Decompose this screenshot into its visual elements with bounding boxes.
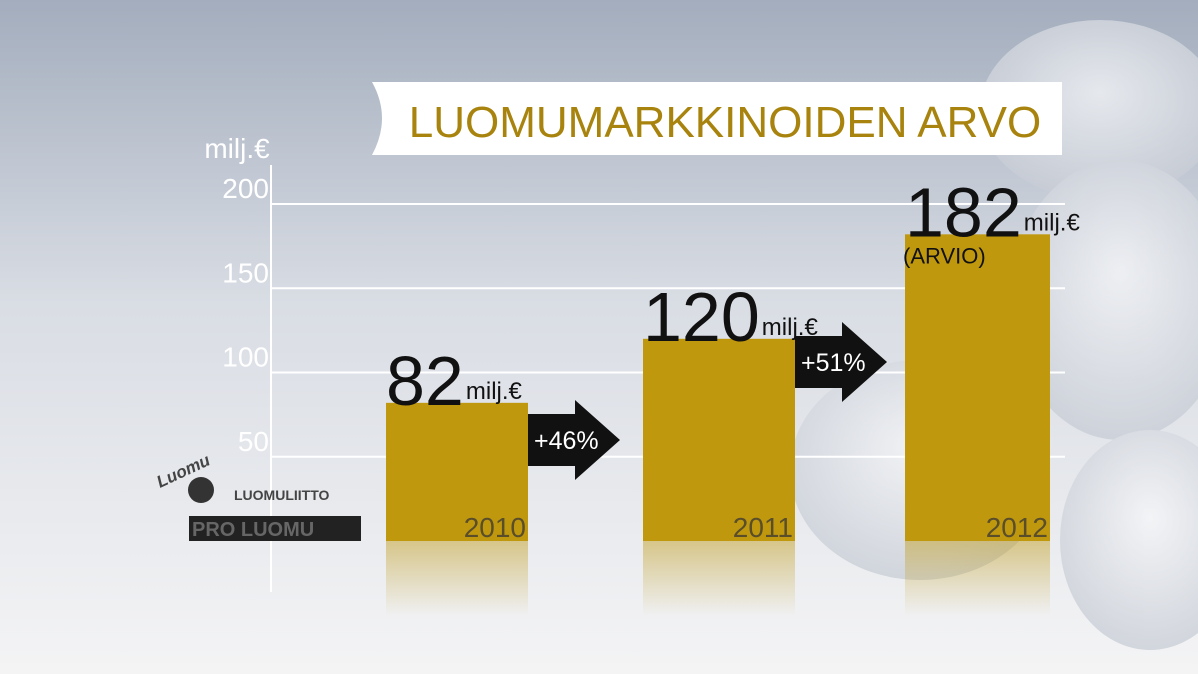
x-tick-label: 2010	[464, 512, 526, 543]
value-number: 82	[386, 342, 464, 420]
growth-label: +46%	[534, 427, 599, 455]
value-number: 182	[905, 173, 1022, 251]
annotation: (ARVIO)	[903, 243, 986, 268]
y-axis-label: milj.€	[204, 133, 270, 164]
y-tick-label: 150	[222, 257, 269, 288]
x-tick-label: 2012	[986, 512, 1048, 543]
growth-arrow	[528, 400, 620, 480]
value-unit: milj.€	[466, 378, 523, 405]
y-tick-label: 50	[238, 426, 269, 457]
logo-ladybug	[188, 477, 214, 503]
value-label: 82milj.€	[386, 342, 523, 420]
value-unit: milj.€	[1024, 209, 1081, 236]
logo-text: PRO LUOMU	[192, 519, 314, 541]
y-tick-label: 100	[222, 342, 269, 373]
growth-label: +51%	[801, 349, 866, 377]
logo-box	[189, 516, 361, 541]
chart-title: LUOMUMARKKINOIDEN ARVO	[409, 98, 1041, 147]
bar-reflection	[905, 541, 1050, 616]
growth-arrow	[795, 322, 887, 402]
bar	[643, 338, 795, 541]
bar-reflection	[386, 541, 528, 616]
y-tick-label: 200	[222, 173, 269, 204]
title-banner	[372, 82, 1062, 155]
x-tick-label: 2011	[733, 512, 793, 543]
value-label: 182milj.€	[905, 173, 1080, 251]
value-number: 120	[643, 278, 760, 356]
bar-reflection	[643, 541, 795, 616]
bar	[905, 234, 1050, 541]
logos: Luomu LUOMULIITTO PRO LUOMU	[154, 450, 361, 541]
bar	[386, 402, 528, 541]
logo-text: LUOMULIITTO	[234, 487, 330, 503]
value-label: 120milj.€	[643, 278, 818, 356]
